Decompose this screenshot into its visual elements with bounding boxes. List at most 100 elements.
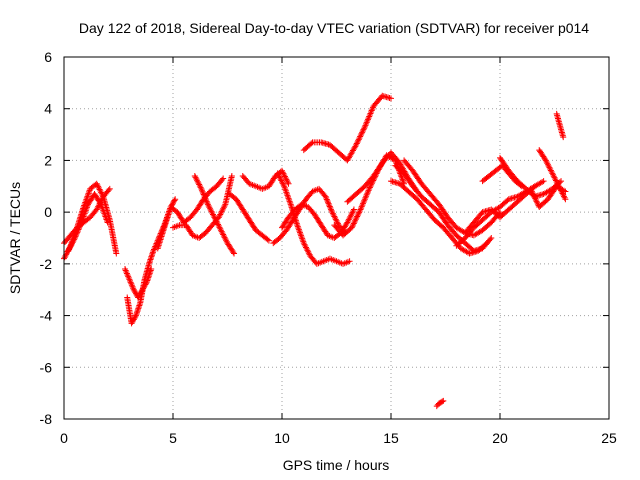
data-point — [135, 294, 142, 301]
data-point — [357, 133, 364, 140]
data-point — [550, 173, 557, 180]
data-point — [275, 171, 282, 178]
data-point — [345, 218, 352, 225]
data-point — [305, 250, 312, 257]
data-point — [352, 216, 359, 223]
data-point — [151, 246, 158, 253]
data-point — [350, 207, 357, 214]
data-point — [201, 192, 208, 199]
data-point — [76, 225, 83, 232]
data-point — [355, 136, 362, 143]
data-point — [132, 313, 139, 320]
data-point — [278, 177, 285, 184]
data-point — [139, 286, 146, 293]
data-point — [327, 206, 334, 213]
data-point — [220, 204, 227, 211]
data-point — [561, 194, 568, 201]
data-point — [135, 293, 142, 300]
data-point — [276, 174, 283, 181]
series-trace-27 — [433, 397, 447, 410]
data-point — [194, 178, 201, 185]
data-point — [367, 110, 374, 117]
data-point — [75, 226, 82, 233]
data-point — [355, 137, 362, 144]
data-point — [547, 166, 554, 173]
data-point — [218, 228, 225, 235]
data-point — [218, 208, 225, 215]
data-point — [325, 200, 332, 207]
data-point — [545, 163, 552, 170]
data-point — [274, 170, 281, 177]
data-point — [73, 230, 80, 237]
data-point — [326, 202, 333, 209]
data-point — [222, 235, 229, 242]
series-trace-9 — [226, 191, 272, 244]
data-point — [328, 207, 335, 214]
data-point — [170, 198, 177, 205]
data-point — [334, 219, 341, 226]
data-point — [542, 157, 549, 164]
data-point — [209, 210, 216, 217]
data-point — [216, 212, 223, 219]
data-point — [198, 185, 205, 192]
data-point — [221, 234, 228, 241]
y-tick-label: -4 — [40, 308, 53, 324]
data-point — [550, 171, 557, 178]
data-point — [329, 210, 336, 217]
data-point — [219, 230, 226, 237]
data-point — [361, 197, 368, 204]
data-point — [360, 126, 367, 133]
data-point — [276, 173, 283, 180]
data-point — [546, 164, 553, 171]
data-point — [125, 273, 132, 280]
data-point — [358, 205, 365, 212]
data-point — [71, 235, 78, 241]
data-point — [345, 216, 352, 223]
data-point — [528, 188, 535, 195]
data-point — [281, 173, 288, 180]
data-point — [217, 210, 224, 217]
data-point — [220, 175, 227, 182]
data-point — [350, 221, 357, 228]
data-point — [368, 109, 375, 116]
data-point — [361, 123, 368, 130]
data-point — [353, 141, 360, 148]
data-point — [113, 250, 120, 257]
data-point — [122, 267, 129, 274]
data-point — [359, 129, 366, 136]
data-point — [282, 174, 289, 181]
data-point — [191, 172, 198, 179]
data-point — [130, 286, 137, 293]
data-point — [357, 206, 364, 213]
data-point — [122, 266, 129, 273]
data-point — [220, 205, 227, 212]
data-point — [487, 236, 494, 243]
data-point — [357, 132, 364, 139]
data-point — [356, 209, 363, 216]
data-point — [323, 196, 330, 203]
data-point — [558, 189, 565, 196]
data-point — [356, 207, 363, 214]
y-tick-label: -6 — [40, 359, 53, 375]
data-point — [123, 268, 130, 275]
data-point — [368, 107, 375, 114]
data-point — [330, 212, 337, 219]
data-point — [231, 250, 238, 257]
data-point — [346, 258, 353, 265]
data-point — [556, 184, 563, 191]
data-point — [547, 167, 554, 174]
data-point — [220, 232, 227, 239]
series-trace-19 — [401, 157, 503, 239]
data-point — [354, 139, 361, 146]
data-point — [66, 246, 73, 253]
y-tick-label: -2 — [40, 256, 53, 272]
data-point — [279, 178, 285, 185]
series-trace-8 — [191, 172, 238, 257]
data-point — [72, 233, 79, 240]
data-point — [280, 170, 287, 177]
data-point — [322, 193, 329, 200]
data-point — [368, 181, 375, 188]
data-point — [349, 209, 356, 216]
data-point — [68, 242, 75, 249]
